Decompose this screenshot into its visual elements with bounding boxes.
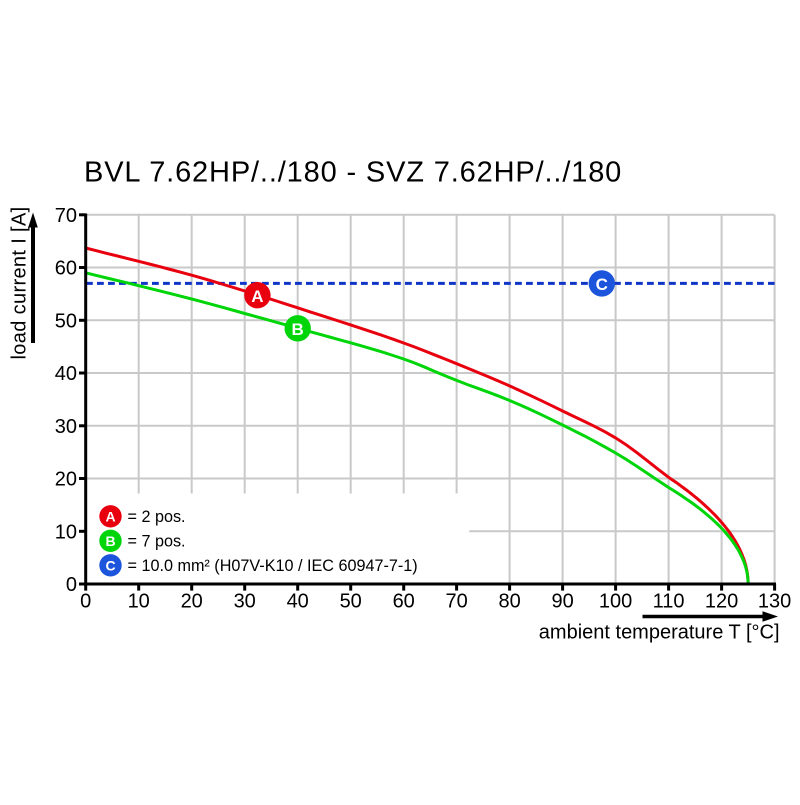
svg-text:60: 60 (55, 258, 77, 280)
svg-text:110: 110 (653, 591, 685, 613)
svg-text:10: 10 (55, 521, 77, 543)
svg-text:70: 70 (445, 591, 467, 613)
svg-text:C: C (105, 557, 115, 573)
svg-text:10: 10 (128, 591, 150, 613)
svg-text:0: 0 (66, 574, 77, 596)
svg-text:ambient temperature T [°C]: ambient temperature T [°C] (539, 622, 780, 644)
svg-text:load current I [A]: load current I [A] (9, 206, 31, 359)
svg-text:80: 80 (498, 591, 520, 613)
svg-text:0: 0 (80, 591, 91, 613)
svg-text:50: 50 (340, 591, 362, 613)
svg-text:40: 40 (55, 363, 77, 385)
svg-text:60: 60 (393, 591, 415, 613)
svg-text:90: 90 (551, 591, 573, 613)
svg-text:50: 50 (55, 310, 77, 332)
svg-text:C: C (596, 275, 608, 294)
svg-text:B: B (292, 320, 304, 339)
svg-text:20: 20 (55, 469, 77, 491)
svg-text:20: 20 (181, 591, 203, 613)
svg-text:= 10.0 mm² (H07V-K10 / IEC 609: = 10.0 mm² (H07V-K10 / IEC 60947-7-1) (128, 557, 418, 575)
svg-text:30: 30 (234, 591, 256, 613)
svg-text:100: 100 (599, 591, 632, 613)
svg-text:30: 30 (55, 416, 77, 438)
svg-text:70: 70 (55, 205, 77, 227)
svg-text:B: B (105, 533, 115, 549)
svg-text:= 2 pos.: = 2 pos. (128, 508, 186, 526)
svg-text:= 7 pos.: = 7 pos. (128, 533, 186, 551)
svg-text:130: 130 (758, 591, 791, 613)
svg-text:A: A (105, 508, 115, 524)
svg-text:BVL 7.62HP/../180 - SVZ 7.62HP: BVL 7.62HP/../180 - SVZ 7.62HP/../180 (84, 157, 622, 189)
svg-text:40: 40 (287, 591, 309, 613)
svg-text:A: A (251, 287, 263, 306)
svg-text:120: 120 (705, 591, 738, 613)
